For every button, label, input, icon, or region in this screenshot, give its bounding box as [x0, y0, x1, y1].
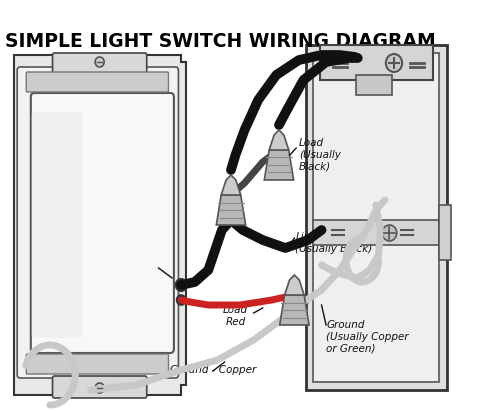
Circle shape [386, 54, 402, 72]
Circle shape [95, 383, 104, 393]
Bar [320, 45, 433, 80]
Polygon shape [440, 205, 451, 260]
Bar [306, 45, 446, 390]
Text: Line
(Usually Black): Line (Usually Black) [296, 232, 372, 254]
Polygon shape [216, 195, 246, 225]
Polygon shape [269, 130, 289, 150]
Polygon shape [264, 150, 294, 180]
Text: Line
Black: Line Black [119, 258, 149, 279]
FancyBboxPatch shape [52, 376, 146, 398]
Circle shape [176, 279, 186, 291]
Polygon shape [284, 275, 304, 295]
FancyBboxPatch shape [26, 72, 169, 92]
Polygon shape [221, 175, 240, 195]
Bar [314, 220, 440, 245]
FancyBboxPatch shape [32, 112, 82, 338]
Circle shape [382, 225, 396, 241]
Polygon shape [280, 295, 309, 325]
Bar [314, 53, 440, 382]
Text: Ground
(Usually Copper
or Green): Ground (Usually Copper or Green) [326, 320, 408, 353]
FancyBboxPatch shape [17, 67, 178, 378]
FancyBboxPatch shape [26, 354, 169, 374]
Text: Load
Red: Load Red [223, 305, 248, 327]
Circle shape [176, 295, 186, 305]
Bar [356, 75, 392, 95]
Circle shape [95, 57, 104, 67]
Polygon shape [14, 55, 186, 395]
Text: Ground - Copper: Ground - Copper [170, 365, 256, 375]
FancyBboxPatch shape [52, 53, 146, 75]
FancyBboxPatch shape [31, 93, 174, 353]
Text: Load
(Usually
Black): Load (Usually Black) [299, 138, 341, 171]
Text: SIMPLE LIGHT SWITCH WIRING DIAGRAM: SIMPLE LIGHT SWITCH WIRING DIAGRAM [4, 32, 436, 51]
